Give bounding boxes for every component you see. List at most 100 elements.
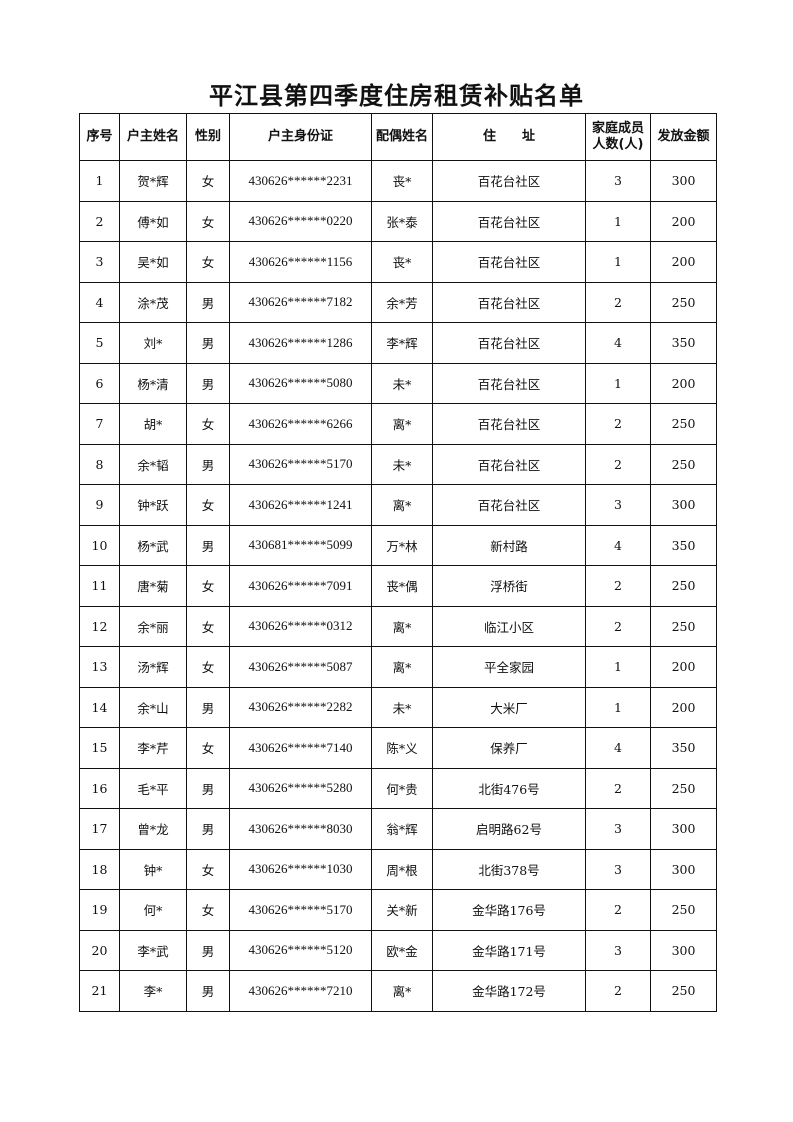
table-row: 5 刘* 男 430626******1286 李*辉 百花台社区 4 350 — [79, 322, 717, 364]
cell-gender: 女 — [186, 605, 230, 647]
table-row: 21 李* 男 430626******7210 离* 金华路172号 2 250 — [79, 970, 717, 1012]
cell-family-size: 2 — [585, 767, 651, 809]
cell-amount: 250 — [650, 970, 717, 1012]
cell-gender: 男 — [186, 524, 230, 566]
cell-amount: 200 — [650, 646, 717, 688]
cell-spouse-name: 张*泰 — [371, 200, 433, 242]
cell-index: 11 — [79, 565, 120, 607]
cell-spouse-name: 丧*偶 — [371, 565, 433, 607]
cell-index: 16 — [79, 767, 120, 809]
table-row: 19 何* 女 430626******5170 关*新 金华路176号 2 250 — [79, 889, 717, 931]
cell-family-size: 3 — [585, 929, 651, 971]
cell-index: 19 — [79, 889, 120, 931]
cell-family-size: 3 — [585, 484, 651, 526]
cell-family-size: 2 — [585, 443, 651, 485]
cell-householder-name: 李*芹 — [119, 727, 187, 769]
cell-spouse-name: 离* — [371, 646, 433, 688]
cell-gender: 男 — [186, 686, 230, 728]
cell-address: 新村路 — [432, 524, 586, 566]
cell-id-number: 430626******7140 — [229, 727, 372, 769]
cell-address: 百花台社区 — [432, 322, 586, 364]
cell-id-number: 430626******6266 — [229, 403, 372, 445]
cell-address: 金华路176号 — [432, 889, 586, 931]
cell-index: 5 — [79, 322, 120, 364]
table-row: 18 钟* 女 430626******1030 周*根 北街378号 3 300 — [79, 848, 717, 890]
cell-gender: 女 — [186, 889, 230, 931]
document-title: 平江县第四季度住房租赁补贴名单 — [209, 82, 584, 110]
cell-index: 7 — [79, 403, 120, 445]
cell-spouse-name: 周*根 — [371, 848, 433, 890]
header-index: 序号 — [79, 113, 120, 161]
cell-householder-name: 吴*如 — [119, 241, 187, 283]
cell-amount: 250 — [650, 403, 717, 445]
cell-amount: 300 — [650, 484, 717, 526]
cell-gender: 男 — [186, 322, 230, 364]
cell-family-size: 1 — [585, 362, 651, 404]
cell-gender: 女 — [186, 160, 230, 202]
header-address: 住 址 — [432, 113, 586, 161]
cell-address: 百花台社区 — [432, 241, 586, 283]
cell-address: 金华路172号 — [432, 970, 586, 1012]
cell-gender: 男 — [186, 808, 230, 850]
cell-id-number: 430626******1030 — [229, 848, 372, 890]
cell-spouse-name: 未* — [371, 443, 433, 485]
cell-family-size: 4 — [585, 322, 651, 364]
cell-spouse-name: 陈*义 — [371, 727, 433, 769]
cell-address: 北街378号 — [432, 848, 586, 890]
cell-index: 20 — [79, 929, 120, 971]
cell-householder-name: 毛*平 — [119, 767, 187, 809]
cell-spouse-name: 万*林 — [371, 524, 433, 566]
cell-householder-name: 何* — [119, 889, 187, 931]
table-row: 1 贺*辉女 430626******2231 丧* 百花台社区 3 300 — [79, 160, 717, 202]
cell-gender: 男 — [186, 362, 230, 404]
cell-amount: 250 — [650, 889, 717, 931]
cell-spouse-name: 离* — [371, 403, 433, 445]
cell-spouse-name: 未* — [371, 686, 433, 728]
cell-address: 金华路171号 — [432, 929, 586, 971]
cell-id-number: 430626******5170 — [229, 889, 372, 931]
cell-index: 4 — [79, 281, 120, 323]
cell-gender: 女 — [186, 200, 230, 242]
table-row: 9 钟*跃女 430626******1241 离* 百花台社区 3 300 — [79, 484, 717, 526]
cell-amount: 200 — [650, 362, 717, 404]
header-householder-name: 户主姓名 — [119, 113, 187, 161]
table-row: 10 杨*武男 430681******5099 万*林 新村路 4 350 — [79, 524, 717, 566]
cell-spouse-name: 李*辉 — [371, 322, 433, 364]
cell-index: 6 — [79, 362, 120, 404]
cell-address: 百花台社区 — [432, 443, 586, 485]
cell-householder-name: 曾*龙 — [119, 808, 187, 850]
cell-householder-name: 汤*辉 — [119, 646, 187, 688]
cell-householder-name: 杨*清 — [119, 362, 187, 404]
cell-id-number: 430681******5099 — [229, 524, 372, 566]
cell-id-number: 430626******1241 — [229, 484, 372, 526]
cell-amount: 350 — [650, 322, 717, 364]
cell-spouse-name: 丧* — [371, 160, 433, 202]
cell-householder-name: 李*武 — [119, 929, 187, 971]
cell-address: 保养厂 — [432, 727, 586, 769]
header-gender: 性别 — [186, 113, 230, 161]
header-spouse-name: 配偶姓名 — [371, 113, 433, 161]
table-row: 3 吴*如女 430626******1156 丧* 百花台社区 1 200 — [79, 241, 717, 283]
table-row: 14 余*山男 430626******2282 未* 大米厂 1 200 — [79, 686, 717, 728]
cell-amount: 200 — [650, 686, 717, 728]
cell-index: 18 — [79, 848, 120, 890]
cell-index: 3 — [79, 241, 120, 283]
cell-amount: 250 — [650, 443, 717, 485]
cell-index: 12 — [79, 605, 120, 647]
cell-family-size: 1 — [585, 200, 651, 242]
cell-address: 百花台社区 — [432, 484, 586, 526]
cell-id-number: 430626******2282 — [229, 686, 372, 728]
cell-amount: 300 — [650, 160, 717, 202]
cell-householder-name: 余*韬 — [119, 443, 187, 485]
cell-householder-name: 唐*菊 — [119, 565, 187, 607]
cell-address: 百花台社区 — [432, 362, 586, 404]
cell-spouse-name: 欧*金 — [371, 929, 433, 971]
cell-spouse-name: 翁*辉 — [371, 808, 433, 850]
subsidy-table: 序号 户主姓名 性别 户主身份证 配偶姓名住 址家庭成员人数(人) 发放金额 1 贺*辉女 4… — [79, 113, 717, 1012]
cell-gender: 男 — [186, 970, 230, 1012]
cell-amount: 250 — [650, 605, 717, 647]
cell-family-size: 3 — [585, 160, 651, 202]
cell-index: 2 — [79, 200, 120, 242]
cell-id-number: 430626******0312 — [229, 605, 372, 647]
cell-gender: 男 — [186, 281, 230, 323]
